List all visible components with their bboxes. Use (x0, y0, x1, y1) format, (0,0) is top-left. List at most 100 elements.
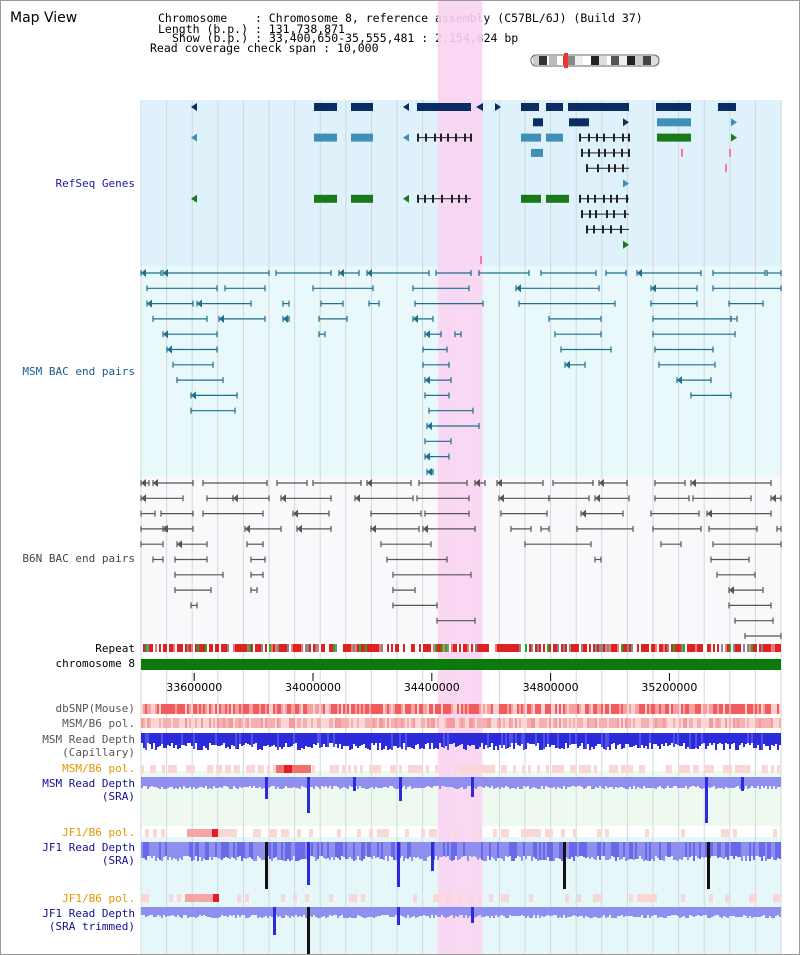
refseq-exon[interactable] (593, 225, 595, 234)
refseq-exon[interactable] (417, 194, 419, 203)
refseq-exon[interactable] (622, 164, 624, 173)
refseq-exon[interactable] (581, 210, 583, 219)
refseq-gene-arrow[interactable] (191, 194, 197, 203)
refseq-exon[interactable] (616, 194, 618, 203)
refseq-gene-tick[interactable] (480, 256, 482, 264)
refseq-exon[interactable] (594, 194, 596, 203)
jf1-depth-peak[interactable] (397, 842, 400, 887)
refseq-exon[interactable] (586, 225, 588, 234)
refseq-exon[interactable] (610, 194, 612, 203)
refseq-exon[interactable] (598, 148, 600, 157)
refseq-exon[interactable] (602, 225, 604, 234)
refseq-gene[interactable] (656, 103, 691, 111)
refseq-exon[interactable] (614, 164, 616, 173)
refseq-exon[interactable] (603, 194, 605, 203)
refseq-exon[interactable] (604, 148, 606, 157)
refseq-gene[interactable] (351, 194, 373, 203)
jf1-depth-peak[interactable] (431, 842, 434, 871)
jf1-trim-depth-peak[interactable] (273, 907, 276, 935)
refseq-gene[interactable] (531, 148, 543, 157)
msm-sra-depth-peak[interactable] (705, 777, 708, 823)
refseq-exon[interactable] (464, 133, 466, 142)
msm-sra-depth-peak[interactable] (399, 777, 402, 801)
refseq-exon[interactable] (451, 194, 453, 203)
jf1-trim-depth-peak[interactable] (471, 907, 474, 923)
jf1-depth-peak[interactable] (265, 842, 268, 889)
refseq-exon[interactable] (579, 133, 581, 142)
refseq-exon[interactable] (613, 210, 615, 219)
refseq-exon[interactable] (425, 133, 427, 142)
msm-sra-depth-peak[interactable] (353, 777, 356, 791)
refseq-exon[interactable] (441, 194, 443, 203)
refseq-exon[interactable] (610, 225, 612, 234)
refseq-gene-arrow[interactable] (191, 133, 197, 142)
refseq-gene[interactable] (521, 133, 541, 142)
refseq-gene-arrow[interactable] (403, 194, 409, 203)
refseq-exon[interactable] (434, 133, 436, 142)
refseq-gene[interactable] (314, 133, 337, 142)
refseq-gene-arrow[interactable] (476, 103, 483, 111)
refseq-exon[interactable] (621, 148, 623, 157)
refseq-gene[interactable] (657, 133, 691, 142)
refseq-gene[interactable] (546, 133, 563, 142)
refseq-gene[interactable] (657, 118, 691, 127)
refseq-gene-tick[interactable] (725, 164, 727, 173)
refseq-exon[interactable] (424, 194, 426, 203)
jf1-trim-depth-peak[interactable] (397, 907, 400, 925)
refseq-exon[interactable] (470, 133, 472, 142)
refseq-exon[interactable] (417, 133, 419, 142)
refseq-exon[interactable] (581, 148, 583, 157)
refseq-gene-tick[interactable] (729, 148, 731, 157)
selected-region-highlight[interactable] (437, 1, 483, 955)
refseq-exon[interactable] (588, 148, 590, 157)
refseq-exon[interactable] (447, 133, 449, 142)
refseq-exon[interactable] (587, 194, 589, 203)
jf1-depth-peak[interactable] (563, 842, 566, 889)
refseq-gene-arrow[interactable] (191, 103, 197, 111)
refseq-gene-tick[interactable] (681, 148, 683, 157)
refseq-exon[interactable] (628, 148, 630, 157)
refseq-exon[interactable] (595, 210, 597, 219)
refseq-gene[interactable] (521, 194, 541, 203)
jf1-depth-peak[interactable] (307, 842, 310, 885)
refseq-exon[interactable] (603, 133, 605, 142)
refseq-exon[interactable] (596, 133, 598, 142)
refseq-gene[interactable] (351, 133, 373, 142)
refseq-gene[interactable] (521, 103, 539, 111)
refseq-gene-arrow[interactable] (731, 133, 737, 142)
refseq-gene[interactable] (314, 194, 337, 203)
msm-sra-depth-peak[interactable] (471, 777, 474, 797)
refseq-exon[interactable] (465, 194, 467, 203)
refseq-gene[interactable] (569, 118, 589, 127)
refseq-exon[interactable] (432, 194, 434, 203)
refseq-gene-arrow[interactable] (403, 103, 409, 111)
ideogram-position-marker[interactable] (564, 53, 568, 68)
refseq-exon[interactable] (440, 133, 442, 142)
chromosome-bar[interactable] (141, 659, 781, 670)
refseq-gene[interactable] (314, 103, 337, 111)
refseq-gene-arrow[interactable] (495, 103, 501, 111)
refseq-gene-arrow[interactable] (623, 240, 629, 249)
refseq-gene[interactable] (568, 103, 629, 111)
refseq-exon[interactable] (613, 133, 615, 142)
refseq-gene[interactable] (533, 118, 543, 127)
refseq-gene[interactable] (351, 103, 373, 111)
refseq-exon[interactable] (458, 194, 460, 203)
refseq-exon[interactable] (624, 210, 626, 219)
refseq-exon[interactable] (622, 133, 624, 142)
refseq-exon[interactable] (586, 164, 588, 173)
refseq-exon[interactable] (597, 164, 599, 173)
msm-sra-depth-peak[interactable] (741, 777, 744, 791)
refseq-exon[interactable] (579, 194, 581, 203)
refseq-gene[interactable] (718, 103, 736, 111)
refseq-exon[interactable] (608, 164, 610, 173)
refseq-exon[interactable] (628, 133, 630, 142)
refseq-exon[interactable] (606, 210, 608, 219)
refseq-exon[interactable] (620, 225, 622, 234)
refseq-gene-arrow[interactable] (403, 133, 409, 142)
jf1-depth-peak[interactable] (707, 842, 710, 889)
msm-sra-depth-peak[interactable] (265, 777, 268, 799)
refseq-exon[interactable] (589, 210, 591, 219)
jf1-trim-depth-peak[interactable] (307, 907, 310, 955)
